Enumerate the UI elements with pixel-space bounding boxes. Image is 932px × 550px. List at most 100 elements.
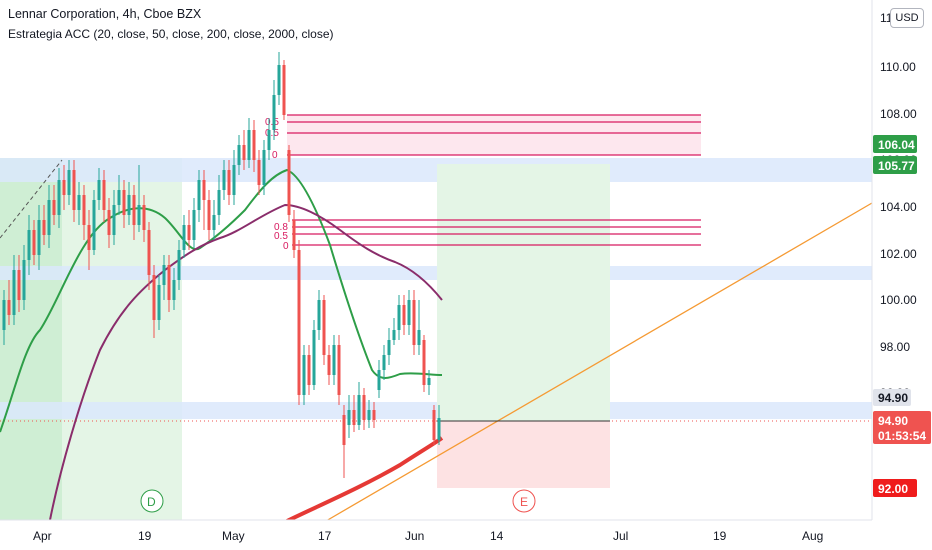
candle-body bbox=[77, 195, 81, 210]
candle-body bbox=[7, 300, 11, 315]
candle-body bbox=[102, 180, 106, 210]
profit-zone-left-inner bbox=[0, 158, 62, 520]
candle-body bbox=[247, 130, 251, 160]
candle-body bbox=[142, 205, 146, 230]
candle-body bbox=[112, 205, 116, 235]
long-position-profit[interactable] bbox=[437, 164, 610, 421]
resistance-zone bbox=[0, 158, 872, 182]
candle-body bbox=[167, 265, 171, 300]
candle-body bbox=[12, 270, 16, 315]
candle-body bbox=[357, 395, 361, 425]
candle-body bbox=[117, 190, 121, 205]
candle-body bbox=[237, 145, 241, 165]
candle-body bbox=[17, 270, 21, 300]
candle-body bbox=[127, 195, 131, 215]
price-tick: 102.00 bbox=[880, 247, 917, 261]
time-tick: May bbox=[222, 529, 245, 543]
candle-body bbox=[352, 410, 356, 425]
candle-body bbox=[62, 180, 66, 195]
candle-body bbox=[382, 355, 386, 370]
candle-body bbox=[187, 225, 191, 240]
candle-body bbox=[322, 300, 326, 355]
time-tick: Jun bbox=[405, 529, 424, 543]
time-tick: 19 bbox=[713, 529, 727, 543]
candle-body bbox=[122, 190, 126, 215]
fib-upper-fill bbox=[287, 115, 701, 155]
candle-body bbox=[332, 345, 336, 375]
candle-body bbox=[302, 355, 306, 395]
dividend-marker-text: D bbox=[147, 495, 156, 509]
study-legend[interactable]: Estrategia ACC (20, close, 50, close, 20… bbox=[8, 27, 334, 41]
last-grey-tag bbox=[873, 389, 911, 406]
candle-body bbox=[92, 200, 96, 250]
candle-body bbox=[342, 415, 346, 445]
candle-body bbox=[107, 210, 111, 235]
candle-body bbox=[267, 130, 271, 150]
candle-body bbox=[347, 410, 351, 425]
currency-button[interactable]: USD bbox=[890, 8, 924, 28]
candle-body bbox=[402, 305, 406, 325]
candle-body bbox=[287, 150, 291, 215]
candle-body bbox=[242, 145, 246, 160]
dashed-trendline[interactable] bbox=[0, 159, 63, 239]
candle-body bbox=[417, 330, 421, 345]
dividend-marker[interactable] bbox=[140, 489, 164, 513]
candle-body bbox=[37, 220, 41, 255]
candle-body bbox=[317, 300, 321, 330]
candle-body bbox=[277, 65, 281, 95]
candle-body bbox=[292, 220, 296, 250]
candle-body bbox=[372, 410, 376, 420]
candle-body bbox=[297, 250, 301, 395]
candle-body bbox=[437, 418, 441, 440]
last-grey-tag-text: 94.90 bbox=[878, 391, 908, 405]
zone-bottom-tag-text: 105.77 bbox=[878, 159, 915, 173]
candle-body bbox=[137, 205, 141, 225]
candle-body bbox=[202, 180, 206, 200]
price-tick: 98.00 bbox=[880, 340, 910, 354]
fib-label: 0.5 bbox=[274, 231, 288, 242]
candle-body bbox=[177, 250, 181, 280]
time-tick: 14 bbox=[490, 529, 504, 543]
candle-body bbox=[362, 395, 366, 420]
candle-body bbox=[212, 215, 216, 230]
time-tick: 19 bbox=[138, 529, 152, 543]
candle-body bbox=[32, 230, 36, 255]
candle-body bbox=[377, 370, 381, 390]
candle-body bbox=[42, 220, 46, 235]
stop-level-tag-text: 92.00 bbox=[878, 482, 908, 496]
last-price-tag bbox=[873, 411, 931, 444]
candle-body bbox=[262, 150, 266, 185]
price-tick: 110.00 bbox=[880, 60, 916, 74]
time-axis-bg bbox=[0, 520, 932, 550]
candle-body bbox=[152, 275, 156, 320]
candlestick-series bbox=[2, 52, 441, 478]
candle-body bbox=[312, 330, 316, 385]
trendline[interactable] bbox=[325, 202, 873, 522]
candle-body bbox=[67, 170, 71, 195]
candle-body bbox=[132, 195, 136, 225]
candle-body bbox=[337, 345, 341, 395]
time-tick: Jul bbox=[613, 529, 628, 543]
candle-body bbox=[252, 130, 256, 160]
stop-level-tag bbox=[873, 479, 917, 497]
ma-long bbox=[286, 436, 444, 523]
mid-zone bbox=[0, 266, 872, 280]
candle-body bbox=[272, 95, 276, 130]
candle-body bbox=[2, 300, 6, 330]
candle-body bbox=[227, 170, 231, 195]
price-tick: 104.00 bbox=[880, 200, 917, 214]
fib-label: 0 bbox=[272, 150, 278, 161]
zone-bottom-tag bbox=[873, 156, 917, 174]
ma-short bbox=[0, 168, 443, 433]
earnings-marker-text: E bbox=[520, 495, 528, 509]
fib-label: 0 bbox=[283, 241, 289, 252]
candle-body bbox=[97, 180, 101, 200]
symbol-title[interactable]: Lennar Corporation, 4h, Cboe BZX bbox=[8, 7, 202, 21]
price-tick: 108.00 bbox=[880, 107, 917, 121]
candle-body bbox=[232, 165, 236, 195]
long-position-loss[interactable] bbox=[437, 421, 610, 488]
earnings-marker[interactable] bbox=[512, 489, 536, 513]
fib-label: 0.8 bbox=[274, 222, 288, 233]
